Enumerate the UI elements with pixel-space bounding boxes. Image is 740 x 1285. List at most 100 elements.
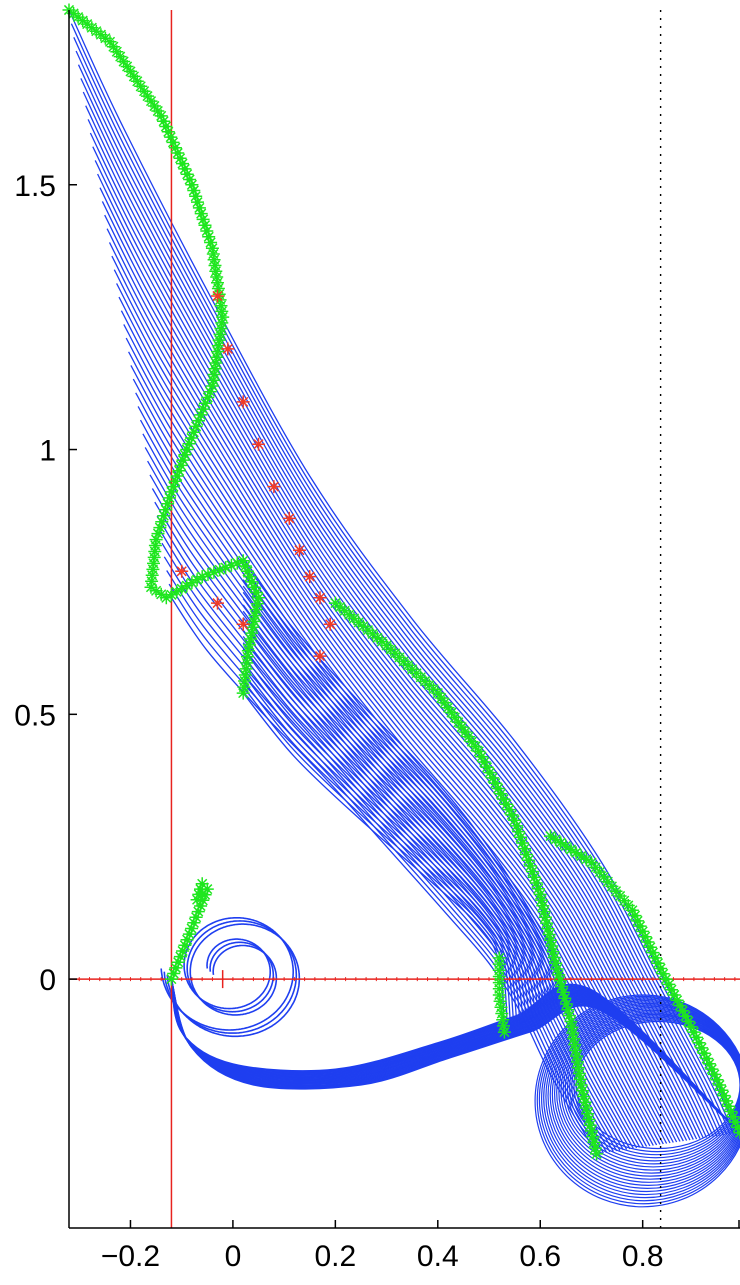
star-marker-stroke bbox=[643, 940, 657, 954]
star-marker bbox=[662, 977, 676, 991]
star-marker bbox=[564, 1015, 578, 1028]
star-marker bbox=[581, 1107, 595, 1121]
star-marker-stroke bbox=[313, 591, 327, 605]
star-marker bbox=[106, 40, 120, 54]
star-marker-stroke bbox=[562, 1009, 576, 1023]
inner-curve-line bbox=[242, 598, 553, 1010]
star-marker-stroke bbox=[219, 561, 233, 575]
star-marker bbox=[144, 580, 158, 594]
star-marker bbox=[559, 839, 573, 853]
star-marker-stroke bbox=[249, 586, 263, 599]
star-marker bbox=[194, 207, 208, 221]
star-marker-stroke bbox=[173, 151, 187, 165]
star-marker-stroke bbox=[117, 55, 131, 68]
star-marker-stroke bbox=[564, 1015, 578, 1028]
star-marker-stroke bbox=[192, 414, 205, 428]
star-marker-stroke bbox=[659, 972, 673, 986]
spiral-line bbox=[166, 923, 301, 1038]
star-marker-stroke bbox=[250, 597, 264, 611]
star-marker bbox=[246, 620, 260, 634]
star-marker bbox=[214, 299, 228, 313]
star-marker-stroke bbox=[673, 999, 687, 1013]
star-marker bbox=[549, 832, 563, 846]
star-marker bbox=[157, 509, 171, 523]
star-marker-stroke bbox=[641, 935, 655, 949]
star-marker-stroke bbox=[646, 946, 660, 960]
star-marker bbox=[491, 782, 505, 795]
star-marker bbox=[189, 910, 203, 924]
star-marker bbox=[196, 893, 210, 907]
star-marker bbox=[230, 556, 244, 570]
inner-curve-line bbox=[242, 610, 547, 1013]
star-marker-stroke bbox=[549, 956, 563, 970]
star-marker-stroke bbox=[110, 45, 124, 59]
star-marker bbox=[151, 527, 165, 541]
star-marker bbox=[571, 1055, 584, 1069]
star-marker-stroke bbox=[247, 580, 261, 594]
star-marker bbox=[167, 967, 181, 980]
star-marker-stroke bbox=[556, 985, 570, 999]
star-marker bbox=[687, 1025, 701, 1039]
star-marker-stroke bbox=[189, 419, 203, 433]
star-marker bbox=[194, 882, 207, 896]
inner-curve-line bbox=[242, 617, 544, 1015]
star-marker-stroke bbox=[552, 968, 566, 982]
curve-line bbox=[163, 556, 608, 1153]
ellipse-loop bbox=[543, 999, 740, 1196]
star-marker bbox=[201, 391, 215, 404]
star-marker bbox=[171, 146, 185, 160]
inner-curve-line bbox=[242, 667, 518, 1027]
star-marker-stroke bbox=[519, 848, 533, 861]
star-marker-stroke bbox=[535, 893, 548, 907]
star-marker-stroke bbox=[241, 644, 255, 658]
star-marker bbox=[178, 448, 192, 462]
star-marker bbox=[236, 395, 250, 409]
inner-curve-line bbox=[242, 604, 550, 1012]
star-marker bbox=[236, 617, 250, 631]
star-marker-stroke bbox=[544, 829, 557, 843]
inner-curve-line bbox=[242, 642, 531, 1021]
star-marker bbox=[568, 1038, 582, 1052]
star-marker bbox=[191, 905, 205, 919]
star-marker bbox=[195, 877, 209, 891]
star-marker bbox=[559, 997, 573, 1011]
star-marker-stroke bbox=[243, 570, 257, 584]
star-marker-stroke bbox=[207, 253, 221, 267]
x-tick-label: 0.6 bbox=[519, 1240, 561, 1273]
star-marker-stroke bbox=[480, 760, 494, 774]
star-marker bbox=[168, 141, 182, 155]
reference-lines bbox=[69, 10, 740, 1228]
star-marker bbox=[483, 766, 497, 780]
star-marker bbox=[313, 591, 327, 605]
star-marker bbox=[549, 956, 563, 970]
star-marker-stroke bbox=[127, 69, 141, 83]
star-marker-stroke bbox=[248, 609, 262, 622]
star-marker-stroke bbox=[163, 491, 176, 505]
star-marker bbox=[204, 236, 218, 249]
star-marker-stroke bbox=[185, 922, 199, 935]
star-marker bbox=[521, 853, 535, 867]
star-marker-stroke bbox=[564, 842, 578, 856]
star-marker-stroke bbox=[144, 94, 158, 108]
star-marker bbox=[164, 485, 178, 499]
star-marker bbox=[175, 564, 189, 578]
star-marker-stroke bbox=[502, 803, 516, 817]
star-marker-stroke bbox=[230, 556, 244, 570]
marker-layer bbox=[62, 3, 740, 1161]
star-marker bbox=[178, 162, 192, 176]
star-marker-stroke bbox=[180, 167, 194, 181]
star-marker-stroke bbox=[103, 35, 117, 49]
star-marker bbox=[194, 408, 208, 422]
star-marker-stroke bbox=[201, 391, 215, 404]
star-marker bbox=[465, 735, 479, 749]
star-marker bbox=[448, 710, 462, 724]
star-marker-stroke bbox=[236, 554, 250, 568]
star-marker-stroke bbox=[137, 84, 151, 98]
star-marker bbox=[573, 1072, 587, 1086]
x-tick-label: 0.2 bbox=[314, 1240, 356, 1273]
star-marker-stroke bbox=[252, 437, 265, 451]
star-marker bbox=[431, 686, 445, 700]
star-marker-stroke bbox=[205, 241, 219, 255]
star-marker bbox=[180, 579, 194, 593]
star-marker-stroke bbox=[175, 582, 189, 596]
